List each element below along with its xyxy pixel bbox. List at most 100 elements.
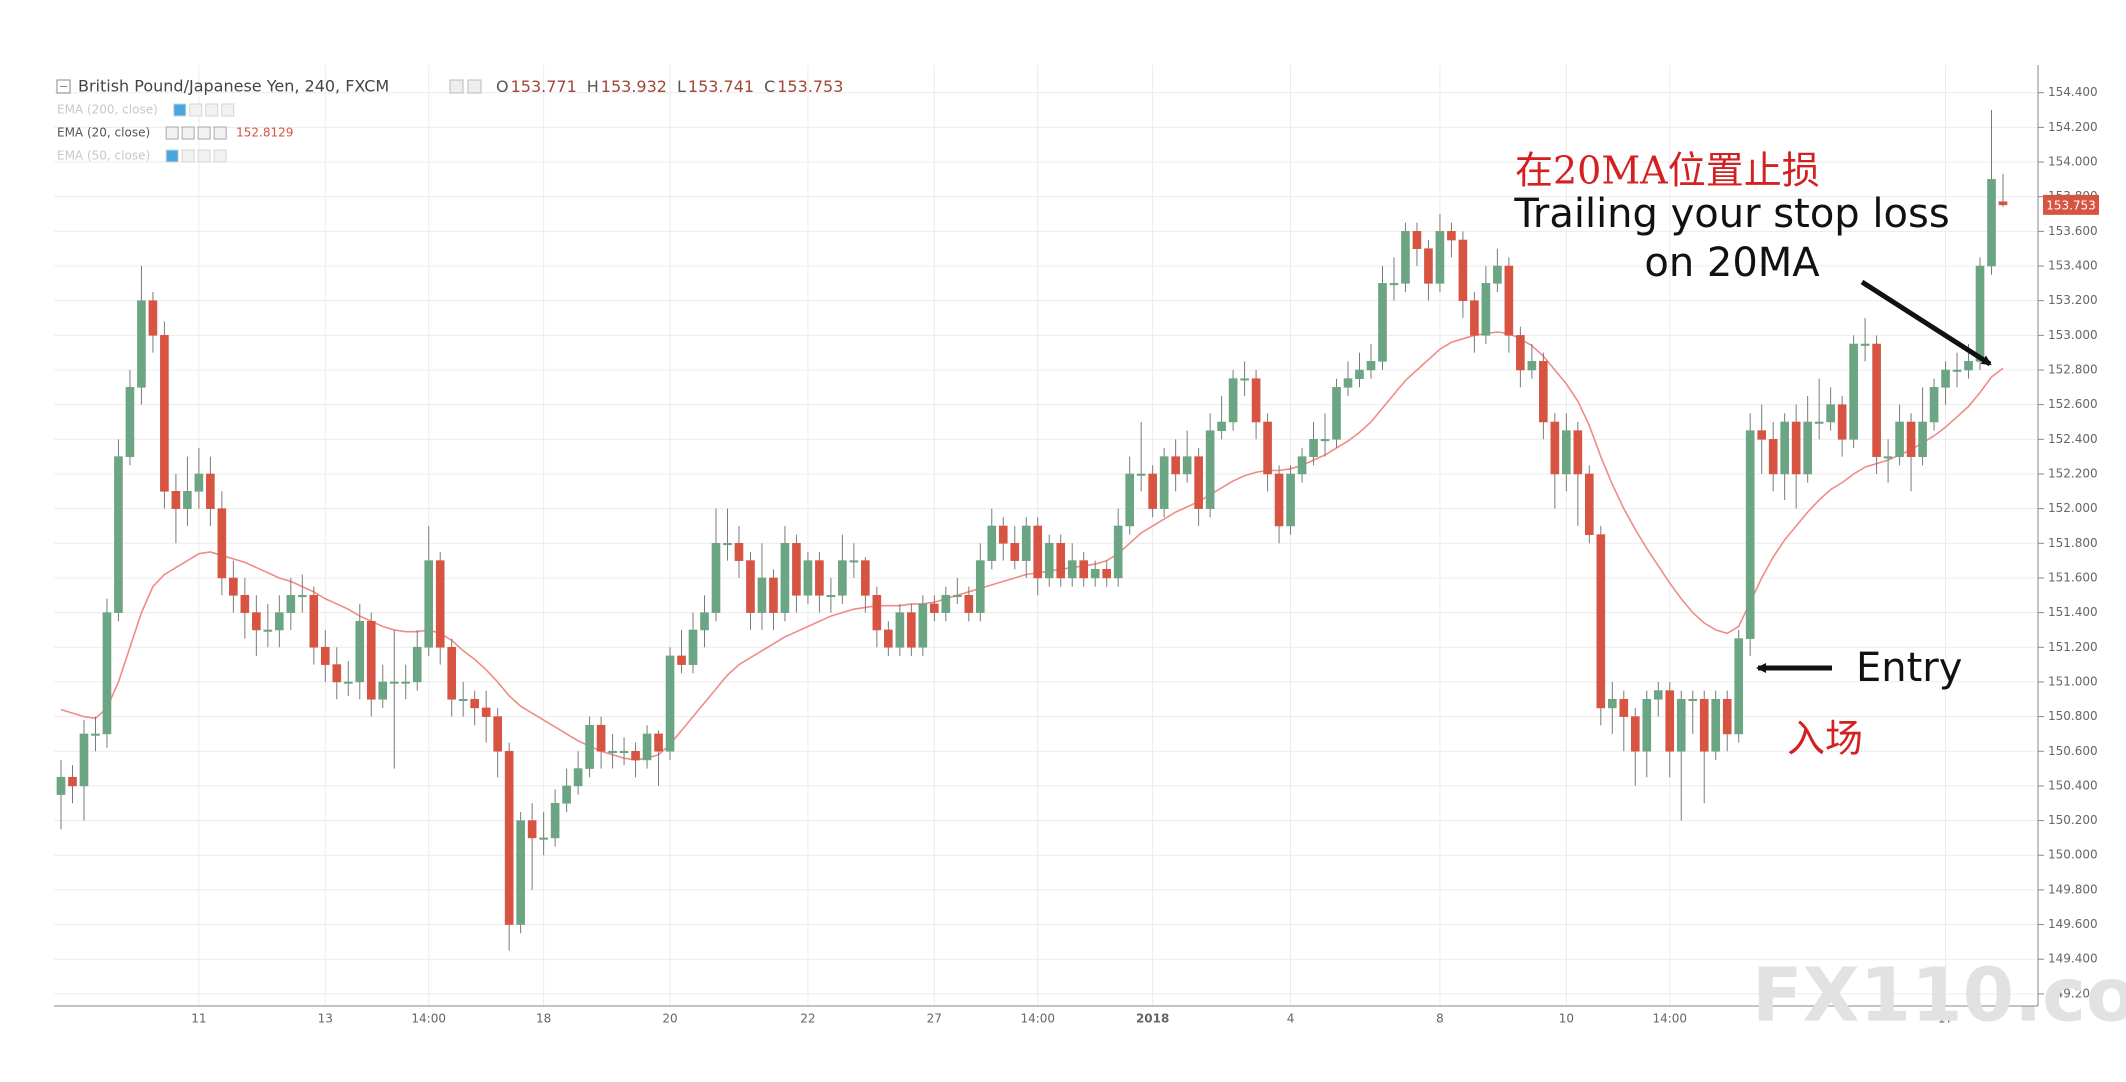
candle-body	[355, 620, 365, 683]
candle-body	[470, 698, 480, 709]
candle-body	[1182, 456, 1192, 475]
candle-body	[263, 629, 273, 632]
candle-body	[148, 300, 158, 336]
candle-body	[343, 681, 353, 684]
candle-body	[1745, 430, 1755, 639]
y-tick-label: 150.000	[2048, 848, 2098, 862]
candle-body	[1079, 560, 1089, 579]
candle-body	[1780, 421, 1789, 475]
indicator-button[interactable]	[189, 103, 203, 117]
candle-body	[792, 542, 801, 596]
candle-body	[677, 655, 686, 665]
candle-body	[275, 612, 284, 631]
candle-body	[1217, 421, 1226, 431]
candle-body	[642, 733, 652, 761]
candle-body	[746, 560, 755, 613]
candle-body	[849, 560, 859, 563]
candle-body	[125, 387, 135, 457]
candle-body	[1539, 361, 1548, 423]
y-tick-label: 149.400	[2048, 952, 2098, 966]
candle-body	[608, 750, 617, 754]
candle-body	[1205, 430, 1215, 509]
entry-annotation-en: Entry	[1856, 645, 1962, 691]
candle-body	[1401, 231, 1410, 284]
candle-body	[1493, 265, 1502, 284]
candle-body	[1642, 698, 1652, 752]
candle-body	[240, 594, 250, 613]
candle-body	[1711, 698, 1721, 752]
candle-body	[1113, 525, 1123, 579]
candle-body	[1607, 698, 1617, 709]
candle-body	[1458, 239, 1468, 301]
candle-body	[688, 629, 698, 665]
indicator-button[interactable]	[165, 149, 179, 163]
candle-body	[516, 820, 525, 925]
candle-body	[1412, 231, 1422, 249]
indicator-button[interactable]	[181, 126, 195, 140]
indicator-name: EMA (200, close)	[57, 103, 158, 117]
candle-body	[320, 646, 330, 665]
candle-body	[941, 594, 951, 613]
candle-body	[481, 707, 491, 717]
header-button[interactable]	[467, 79, 482, 94]
candle-body	[1814, 421, 1824, 424]
y-tick-label: 150.800	[2048, 709, 2098, 723]
indicator-name: EMA (20, close)	[57, 126, 150, 140]
candle-body	[1872, 343, 1881, 457]
candle-body	[998, 525, 1008, 544]
axes: 149.200 149.400 149.600 149.800 150.000 150.2…	[191, 85, 2097, 1025]
candle-body	[286, 594, 296, 613]
candle-body	[1355, 369, 1364, 379]
x-tick-label: 14:00	[411, 1012, 446, 1026]
candle-body	[952, 594, 962, 598]
candle-body	[1883, 456, 1893, 459]
candle-body	[1791, 421, 1801, 475]
candle-body	[1067, 560, 1077, 579]
candle-body	[1136, 473, 1146, 476]
indicator-button[interactable]	[181, 149, 195, 163]
candle-body	[1722, 698, 1732, 735]
candle-body	[907, 612, 916, 648]
y-tick-label: 151.000	[2048, 674, 2098, 688]
indicator-button[interactable]	[221, 103, 235, 117]
candle-body	[711, 542, 721, 613]
candle-body	[1929, 387, 1939, 423]
candle-body	[527, 820, 537, 839]
collapse-icon[interactable]	[56, 79, 71, 94]
x-tick-label: 10	[1559, 1012, 1574, 1026]
price-tag-label: 153.753	[2046, 198, 2096, 212]
candle-body	[79, 733, 89, 787]
indicator-button[interactable]	[165, 126, 179, 140]
indicator-button[interactable]	[205, 103, 219, 117]
indicator-button[interactable]	[173, 103, 187, 117]
indicator-button[interactable]	[213, 126, 227, 140]
candle-body	[550, 802, 560, 839]
indicator-button[interactable]	[213, 149, 227, 163]
candle-body	[1699, 698, 1709, 752]
candle-body	[1527, 361, 1537, 371]
candle-body	[1297, 456, 1307, 475]
indicator-list: EMA (200, close) EMA (20, close) 152.8129 E…	[57, 103, 293, 163]
candle-body	[1194, 456, 1203, 509]
y-tick-label: 151.600	[2048, 570, 2098, 584]
candle-body	[447, 646, 457, 700]
indicator-button[interactable]	[197, 149, 211, 163]
indicator-button[interactable]	[197, 126, 211, 140]
candle-body	[1251, 378, 1261, 423]
candle-body	[1952, 369, 1962, 372]
candle-body	[493, 716, 502, 752]
y-tick-label: 149.600	[2048, 917, 2098, 931]
candle-body	[1826, 404, 1835, 423]
price-tag-box	[2043, 194, 2099, 215]
y-tick-label: 154.000	[2048, 155, 2098, 169]
candle-body	[1366, 361, 1376, 371]
header-button[interactable]	[449, 79, 464, 94]
y-tick-label: 150.400	[2048, 778, 2098, 792]
ema-line	[60, 331, 2004, 761]
x-tick-label: 2018	[1136, 1012, 1169, 1026]
y-tick-label: 152.400	[2048, 432, 2098, 446]
candle-body	[930, 603, 939, 613]
candle-body	[562, 785, 571, 804]
price-tag: 153.753	[2043, 194, 2099, 215]
y-tick-label: 152.600	[2048, 397, 2098, 411]
